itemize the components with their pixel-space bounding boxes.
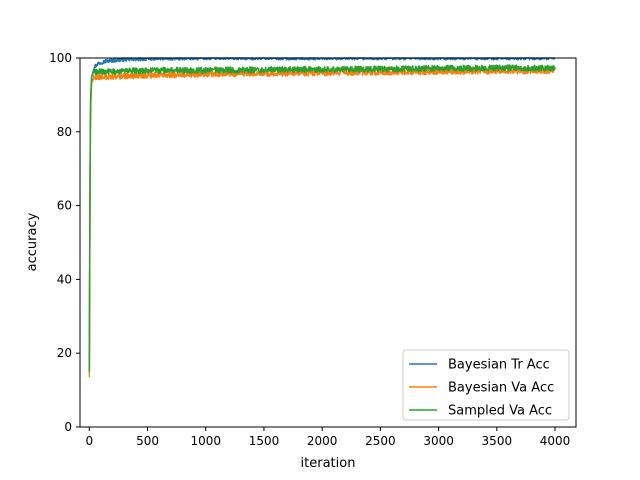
x-tick-label: 3000 — [423, 434, 454, 448]
x-tick-label: 2000 — [307, 434, 338, 448]
series-line-3 — [88, 64, 556, 372]
x-tick-label: 2500 — [365, 434, 396, 448]
y-tick-label: 0 — [64, 420, 72, 434]
legend-items: Bayesian Tr Acc Bayesian Va Acc Sampled Va… — [409, 358, 554, 419]
y-tick-label: 40 — [57, 272, 72, 286]
y-tick-label: 80 — [57, 125, 72, 139]
legend: Bayesian Tr Acc Bayesian Va Acc Sampled Va… — [402, 349, 570, 421]
x-axis-label: iteration — [301, 456, 356, 471]
x-tick-label: 0 — [85, 434, 93, 448]
plot-frame — [79, 57, 577, 428]
y-tick-label: 20 — [57, 346, 72, 360]
x-tick-label: 4000 — [540, 434, 571, 448]
series-line-2 — [88, 66, 556, 378]
x-tick-label: 3500 — [482, 434, 513, 448]
x-tick-label: 500 — [136, 434, 159, 448]
legend-label: Bayesian Va Acc — [448, 381, 554, 396]
x-tick-label: 1000 — [190, 434, 221, 448]
legend-label: Bayesian Tr Acc — [448, 358, 550, 373]
x-axis-ticks: 0 500 1000 1500 2000 2500 3000 3500 4000 — [85, 427, 570, 448]
y-axis-label: accuracy — [25, 212, 40, 271]
y-tick-label: 60 — [57, 199, 72, 213]
legend-box — [402, 349, 570, 421]
legend-label: Sampled Va Acc — [448, 404, 552, 419]
y-axis-ticks: 0 20 40 60 80 100 — [49, 51, 80, 434]
x-tick-label: 1500 — [249, 434, 280, 448]
y-tick-label: 100 — [49, 51, 72, 65]
